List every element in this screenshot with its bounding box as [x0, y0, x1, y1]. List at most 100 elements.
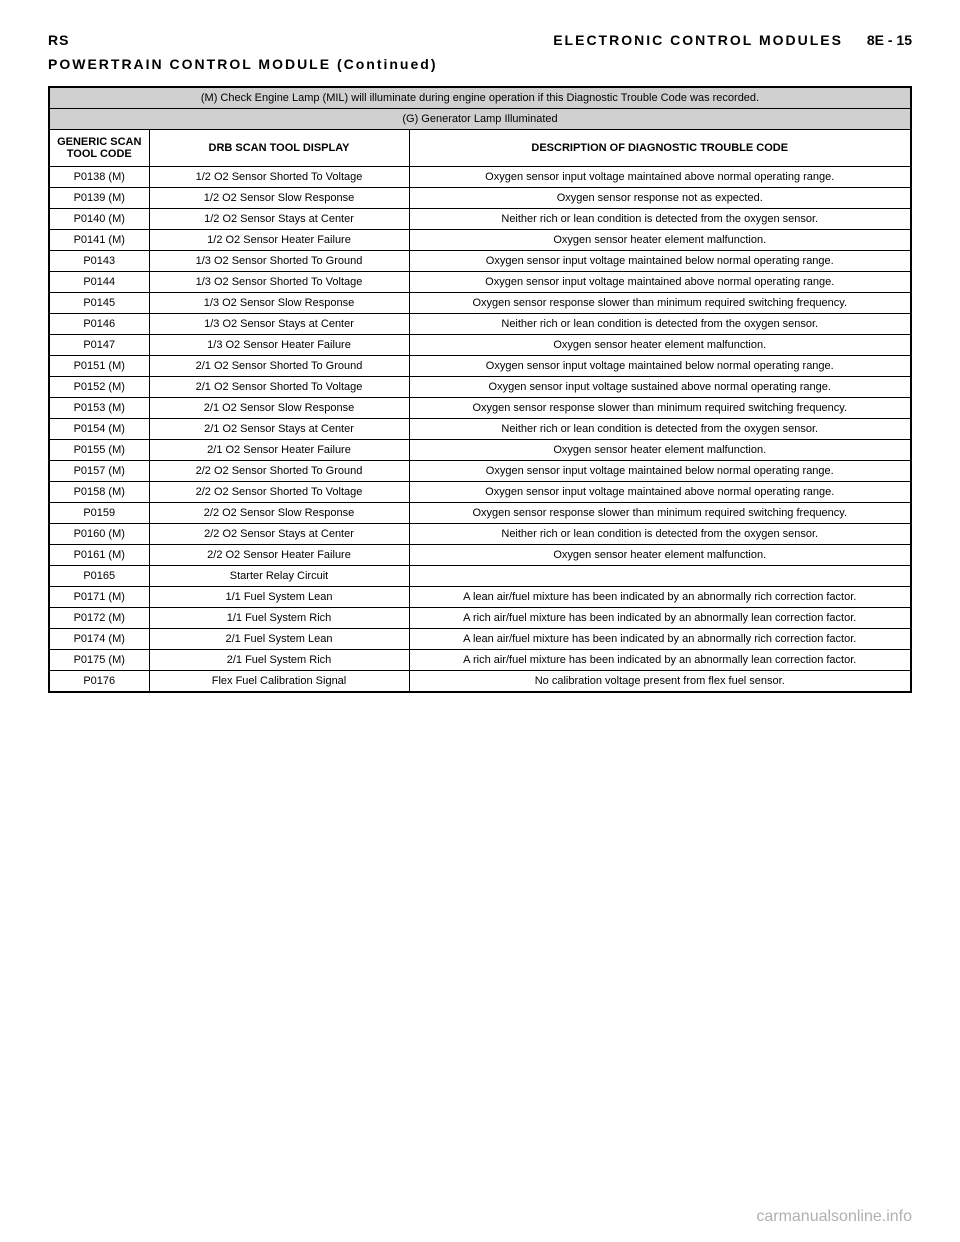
cell-description: No calibration voltage present from flex… [409, 671, 911, 693]
table-row: P0154 (M)2/1 O2 Sensor Stays at CenterNe… [49, 419, 911, 440]
cell-description: Oxygen sensor response slower than minim… [409, 503, 911, 524]
cell-code: P0141 (M) [49, 230, 149, 251]
table-row: P0158 (M)2/2 O2 Sensor Shorted To Voltag… [49, 482, 911, 503]
table-row: P01441/3 O2 Sensor Shorted To VoltageOxy… [49, 272, 911, 293]
cell-code: P0174 (M) [49, 629, 149, 650]
note-row-m: (M) Check Engine Lamp (MIL) will illumin… [49, 87, 911, 109]
cell-description: Neither rich or lean condition is detect… [409, 524, 911, 545]
cell-display: 2/1 O2 Sensor Stays at Center [149, 419, 409, 440]
cell-description: Oxygen sensor heater element malfunction… [409, 230, 911, 251]
table-row: P0153 (M)2/1 O2 Sensor Slow ResponseOxyg… [49, 398, 911, 419]
cell-description: Neither rich or lean condition is detect… [409, 419, 911, 440]
cell-display: 2/1 O2 Sensor Heater Failure [149, 440, 409, 461]
table-row: P0155 (M)2/1 O2 Sensor Heater FailureOxy… [49, 440, 911, 461]
cell-description: Oxygen sensor heater element malfunction… [409, 335, 911, 356]
cell-display: 2/1 O2 Sensor Shorted To Voltage [149, 377, 409, 398]
table-row: P0139 (M)1/2 O2 Sensor Slow ResponseOxyg… [49, 188, 911, 209]
cell-code: P0145 [49, 293, 149, 314]
cell-display: 2/1 O2 Sensor Shorted To Ground [149, 356, 409, 377]
cell-display: Flex Fuel Calibration Signal [149, 671, 409, 693]
cell-code: P0172 (M) [49, 608, 149, 629]
cell-description: Neither rich or lean condition is detect… [409, 314, 911, 335]
cell-display: 1/2 O2 Sensor Heater Failure [149, 230, 409, 251]
note-m: (M) Check Engine Lamp (MIL) will illumin… [49, 87, 911, 109]
cell-display: 1/3 O2 Sensor Shorted To Ground [149, 251, 409, 272]
table-row: P0171 (M)1/1 Fuel System LeanA lean air/… [49, 587, 911, 608]
cell-display: 1/2 O2 Sensor Slow Response [149, 188, 409, 209]
cell-code: P0165 [49, 566, 149, 587]
table-row: P0160 (M)2/2 O2 Sensor Stays at CenterNe… [49, 524, 911, 545]
cell-description: Oxygen sensor heater element malfunction… [409, 545, 911, 566]
cell-description: A lean air/fuel mixture has been indicat… [409, 629, 911, 650]
cell-code: P0139 (M) [49, 188, 149, 209]
table-row: P0141 (M)1/2 O2 Sensor Heater FailureOxy… [49, 230, 911, 251]
cell-code: P0155 (M) [49, 440, 149, 461]
cell-code: P0138 (M) [49, 167, 149, 188]
cell-code: P0159 [49, 503, 149, 524]
table-row: P01451/3 O2 Sensor Slow ResponseOxygen s… [49, 293, 911, 314]
cell-code: P0147 [49, 335, 149, 356]
cell-code: P0176 [49, 671, 149, 693]
cell-description: A rich air/fuel mixture has been indicat… [409, 608, 911, 629]
cell-display: 1/3 O2 Sensor Shorted To Voltage [149, 272, 409, 293]
cell-display: 2/1 O2 Sensor Slow Response [149, 398, 409, 419]
table-row: P0151 (M)2/1 O2 Sensor Shorted To Ground… [49, 356, 911, 377]
cell-display: 1/3 O2 Sensor Slow Response [149, 293, 409, 314]
cell-code: P0158 (M) [49, 482, 149, 503]
cell-display: Starter Relay Circuit [149, 566, 409, 587]
cell-display: 2/2 O2 Sensor Shorted To Ground [149, 461, 409, 482]
cell-code: P0161 (M) [49, 545, 149, 566]
dtc-table: (M) Check Engine Lamp (MIL) will illumin… [48, 86, 912, 693]
cell-code: P0154 (M) [49, 419, 149, 440]
section-title: ELECTRONIC CONTROL MODULES [553, 32, 843, 48]
header-right: ELECTRONIC CONTROL MODULES 8E - 15 [553, 32, 912, 48]
table-row: P0176Flex Fuel Calibration SignalNo cali… [49, 671, 911, 693]
table-row: P0152 (M)2/1 O2 Sensor Shorted To Voltag… [49, 377, 911, 398]
cell-description: Oxygen sensor input voltage sustained ab… [409, 377, 911, 398]
table-row: P01471/3 O2 Sensor Heater FailureOxygen … [49, 335, 911, 356]
cell-display: 2/2 O2 Sensor Shorted To Voltage [149, 482, 409, 503]
table-row: P0165Starter Relay Circuit [49, 566, 911, 587]
cell-code: P0175 (M) [49, 650, 149, 671]
cell-code: P0151 (M) [49, 356, 149, 377]
doc-code: RS [48, 32, 69, 48]
table-header-row: GENERIC SCAN TOOL CODE DRB SCAN TOOL DIS… [49, 130, 911, 167]
table-row: P01431/3 O2 Sensor Shorted To GroundOxyg… [49, 251, 911, 272]
page-number: 8E - 15 [867, 32, 912, 48]
note-row-g: (G) Generator Lamp Illuminated [49, 109, 911, 130]
table-row: P0140 (M)1/2 O2 Sensor Stays at CenterNe… [49, 209, 911, 230]
table-row: P0175 (M)2/1 Fuel System RichA rich air/… [49, 650, 911, 671]
table-body: P0138 (M)1/2 O2 Sensor Shorted To Voltag… [49, 167, 911, 693]
watermark: carmanualsonline.info [756, 1208, 912, 1226]
cell-description: Oxygen sensor input voltage maintained b… [409, 461, 911, 482]
note-g: (G) Generator Lamp Illuminated [49, 109, 911, 130]
cell-code: P0146 [49, 314, 149, 335]
cell-description: A rich air/fuel mixture has been indicat… [409, 650, 911, 671]
cell-description: Oxygen sensor input voltage maintained a… [409, 167, 911, 188]
cell-description: Oxygen sensor input voltage maintained a… [409, 272, 911, 293]
cell-display: 1/1 Fuel System Lean [149, 587, 409, 608]
table-row: P0172 (M)1/1 Fuel System RichA rich air/… [49, 608, 911, 629]
cell-display: 2/1 Fuel System Rich [149, 650, 409, 671]
cell-code: P0171 (M) [49, 587, 149, 608]
cell-description: Oxygen sensor response not as expected. [409, 188, 911, 209]
table-row: P0157 (M)2/2 O2 Sensor Shorted To Ground… [49, 461, 911, 482]
cell-display: 1/3 O2 Sensor Stays at Center [149, 314, 409, 335]
cell-display: 1/1 Fuel System Rich [149, 608, 409, 629]
cell-description: Oxygen sensor response slower than minim… [409, 398, 911, 419]
cell-display: 1/2 O2 Sensor Shorted To Voltage [149, 167, 409, 188]
col-header-description: DESCRIPTION OF DIAGNOSTIC TROUBLE CODE [409, 130, 911, 167]
col-header-display: DRB SCAN TOOL DISPLAY [149, 130, 409, 167]
cell-code: P0144 [49, 272, 149, 293]
cell-display: 2/2 O2 Sensor Heater Failure [149, 545, 409, 566]
page-header: RS ELECTRONIC CONTROL MODULES 8E - 15 [48, 32, 912, 48]
cell-display: 1/3 O2 Sensor Heater Failure [149, 335, 409, 356]
cell-code: P0160 (M) [49, 524, 149, 545]
table-row: P0138 (M)1/2 O2 Sensor Shorted To Voltag… [49, 167, 911, 188]
cell-description: Oxygen sensor input voltage maintained b… [409, 356, 911, 377]
page-subtitle: POWERTRAIN CONTROL MODULE (Continued) [48, 56, 912, 72]
cell-description: Oxygen sensor input voltage maintained b… [409, 251, 911, 272]
cell-display: 1/2 O2 Sensor Stays at Center [149, 209, 409, 230]
cell-code: P0152 (M) [49, 377, 149, 398]
col-header-code: GENERIC SCAN TOOL CODE [49, 130, 149, 167]
